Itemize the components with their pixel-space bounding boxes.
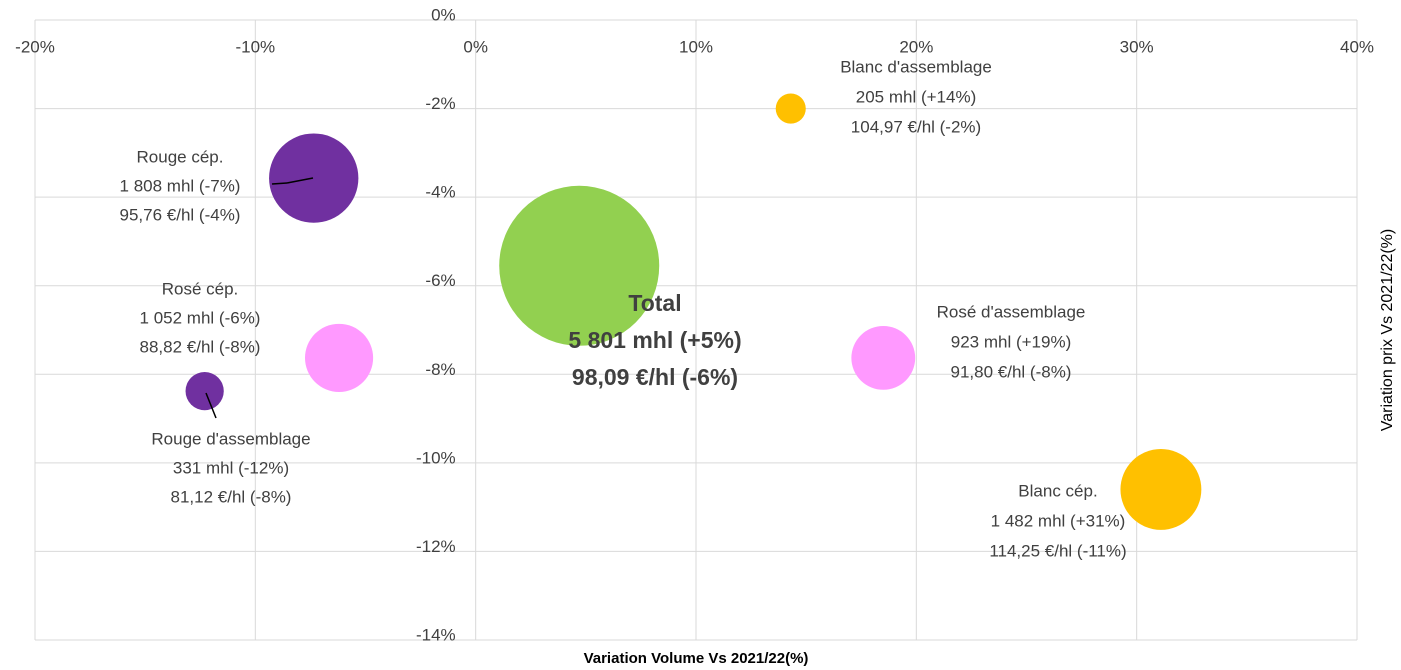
leader-line — [205, 392, 217, 419]
data-label: 1 052 mhl (-6%) — [140, 308, 261, 327]
y-tick-label: -8% — [425, 360, 455, 379]
y-tick-label: -2% — [425, 94, 455, 113]
bubble — [269, 133, 359, 223]
bubble — [775, 93, 806, 124]
x-tick-label: 40% — [1340, 37, 1374, 56]
x-tick-label: 20% — [899, 37, 933, 56]
y-tick-label: -10% — [416, 448, 456, 467]
data-label: 1 482 mhl (+31%) — [991, 511, 1126, 530]
x-tick-label: -20% — [15, 37, 55, 56]
bubble — [499, 185, 660, 346]
data-label: 923 mhl (+19%) — [951, 332, 1071, 351]
leader-line — [286, 177, 314, 184]
y-tick-label: -4% — [425, 183, 455, 202]
y-tick-label: -12% — [416, 537, 456, 556]
y-tick-label: -6% — [425, 271, 455, 290]
series-name: Blanc cép. — [1018, 481, 1097, 500]
series-name: Rosé d'assemblage — [937, 302, 1086, 321]
x-tick-label: 10% — [679, 37, 713, 56]
data-label: 5 801 mhl (+5%) — [568, 327, 741, 353]
data-label: 1 808 mhl (-7%) — [120, 176, 241, 195]
series-name: Total — [628, 290, 681, 316]
leader-line — [271, 182, 288, 185]
data-label: 205 mhl (+14%) — [856, 87, 976, 106]
data-label: 95,76 €/hl (-4%) — [120, 205, 241, 224]
data-label: 114,25 €/hl (-11%) — [989, 541, 1126, 560]
data-label: 91,80 €/hl (-8%) — [951, 362, 1072, 381]
y-axis-label: Variation prix Vs 2021/22(%) — [1379, 229, 1396, 431]
data-label: 88,82 €/hl (-8%) — [140, 337, 261, 356]
series-name: Blanc d'assemblage — [840, 57, 992, 76]
x-axis-label: Variation Volume Vs 2021/22(%) — [584, 650, 809, 667]
x-tick-label: 30% — [1120, 37, 1154, 56]
bubble — [1120, 448, 1202, 530]
bubble — [185, 372, 224, 411]
y-tick-label: 0% — [431, 5, 456, 24]
data-label: 81,12 €/hl (-8%) — [171, 487, 292, 506]
bubble — [851, 325, 916, 390]
series-name: Rosé cép. — [162, 279, 239, 298]
data-label: 104,97 €/hl (-2%) — [851, 117, 981, 136]
x-tick-label: 0% — [463, 37, 488, 56]
data-label: 331 mhl (-12%) — [173, 458, 289, 477]
x-tick-label: -10% — [235, 37, 275, 56]
y-tick-label: -14% — [416, 625, 456, 644]
data-label: 98,09 €/hl (-6%) — [572, 364, 738, 390]
series-name: Rouge cép. — [137, 147, 224, 166]
series-name: Rouge d'assemblage — [151, 429, 310, 448]
bubble — [304, 323, 374, 392]
